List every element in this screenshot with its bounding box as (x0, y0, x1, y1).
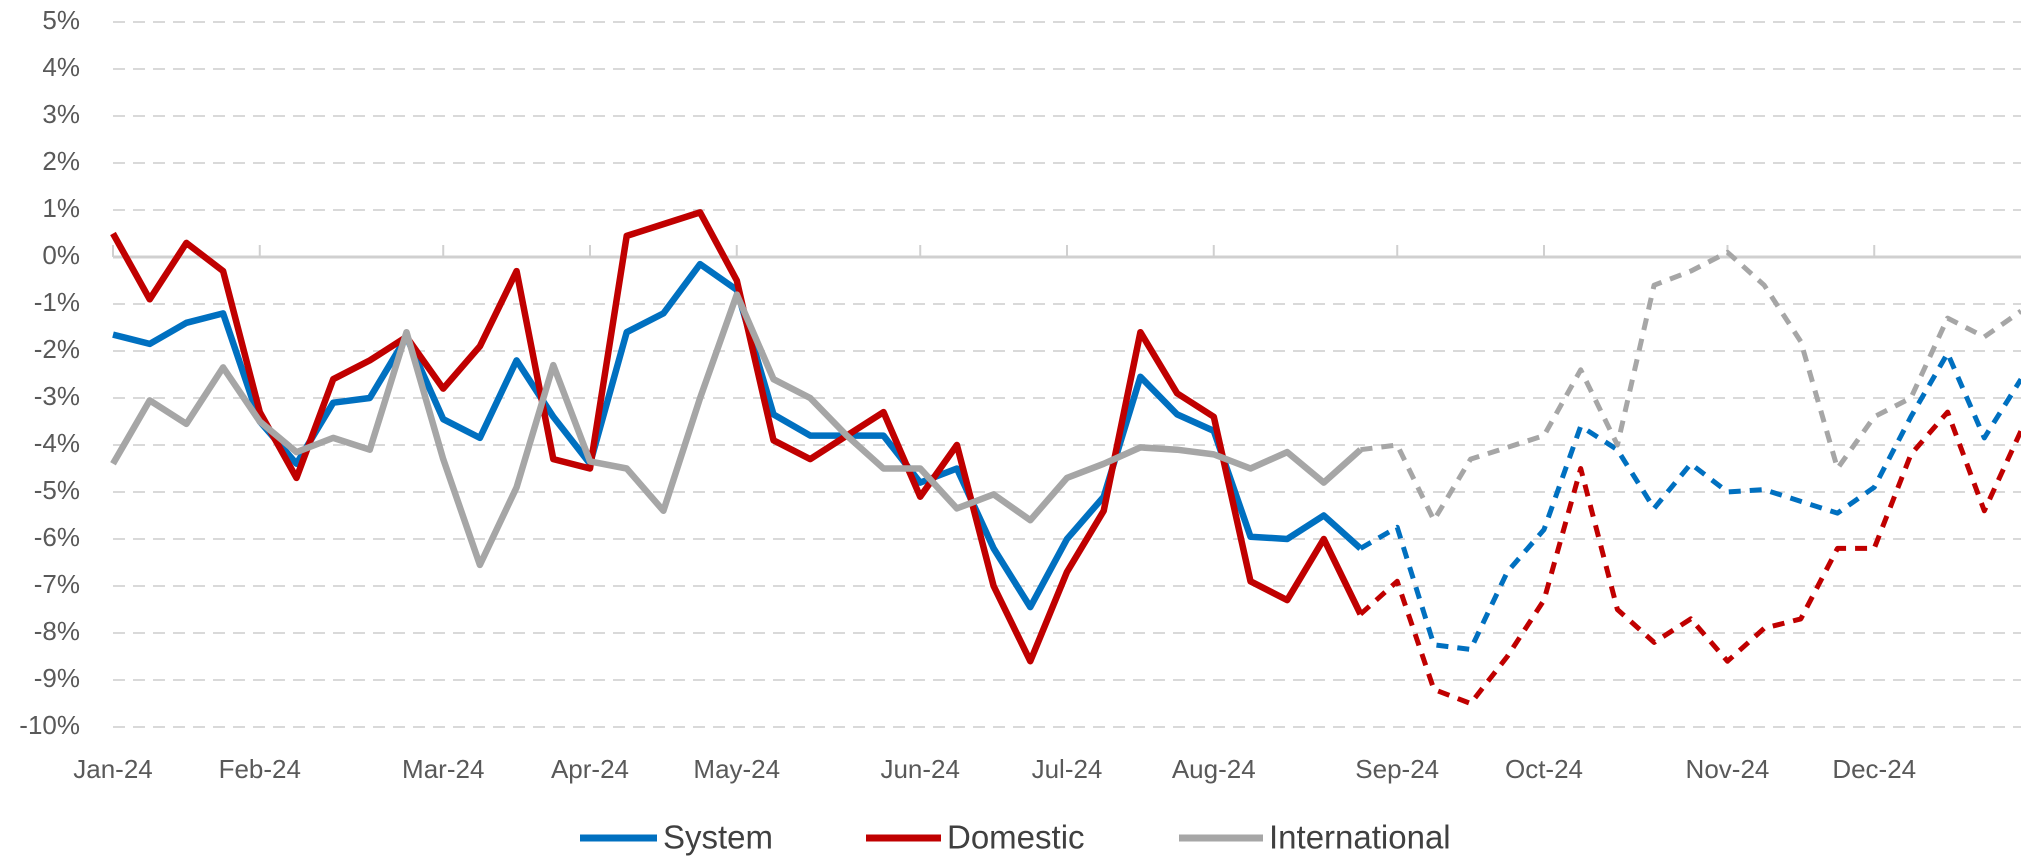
y-tick-label: -4% (34, 428, 80, 458)
y-tick-label: -7% (34, 569, 80, 599)
legend-text: System (663, 819, 773, 856)
legend-text: Domestic (947, 819, 1085, 856)
y-tick-label: 4% (42, 52, 80, 82)
x-tick-label: Jul-24 (1032, 754, 1103, 784)
legend-text: International (1269, 819, 1451, 856)
x-tick-label: Apr-24 (551, 754, 629, 784)
y-tick-label: 5% (42, 5, 80, 35)
y-tick-label: 2% (42, 146, 80, 176)
x-tick-label: Mar-24 (402, 754, 484, 784)
y-tick-label: -2% (34, 334, 80, 364)
forecast-line (1360, 249, 2021, 523)
series-line (110, 209, 1364, 665)
x-tick-label: Feb-24 (219, 754, 301, 784)
y-tick-label: 0% (42, 240, 80, 270)
x-tick-label: Dec-24 (1832, 754, 1916, 784)
x-tick-label: Jun-24 (880, 754, 960, 784)
y-tick-label: -6% (34, 522, 80, 552)
forecast-line (1359, 350, 2021, 652)
x-tick-label: May-24 (693, 754, 780, 784)
y-tick-label: -10% (19, 710, 80, 740)
x-tick-label: Nov-24 (1686, 754, 1770, 784)
x-tick-label: Jan-24 (73, 754, 153, 784)
forecast-line (1358, 409, 2021, 706)
y-tick-label: -1% (34, 287, 80, 317)
y-tick-label: -9% (34, 663, 80, 693)
y-tick-label: 1% (42, 193, 80, 223)
y-tick-label: 3% (42, 99, 80, 129)
y-tick-label: -8% (34, 616, 80, 646)
series-line (110, 291, 1363, 569)
series-line (112, 260, 1363, 611)
x-tick-label: Aug-24 (1172, 754, 1256, 784)
x-tick-label: Oct-24 (1505, 754, 1583, 784)
y-tick-label: -5% (34, 475, 80, 505)
y-tick-label: -3% (34, 381, 80, 411)
x-tick-label: Sep-24 (1355, 754, 1439, 784)
